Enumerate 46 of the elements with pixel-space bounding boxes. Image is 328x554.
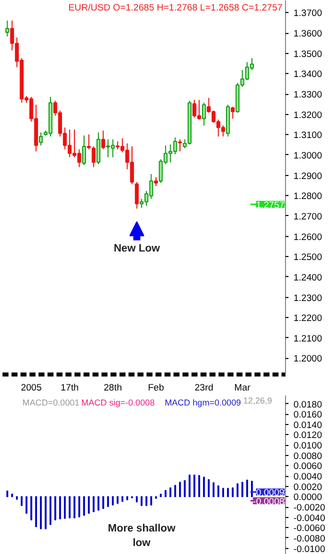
y-tick-label: 0.0060: [294, 461, 322, 472]
y-tick-label: 1.2500: [294, 252, 322, 262]
y-tick-label: 0.0000: [294, 492, 322, 502]
y-tick-label: -0.0040: [294, 512, 326, 523]
annotation: MACD=0.0001: [22, 398, 80, 408]
y-tick-label: 1.2000: [294, 354, 322, 364]
y-tick-label: 1.2800: [294, 191, 322, 202]
y-tick-label: 1.2300: [294, 292, 322, 303]
annotation: MACD sig=-0.0008: [81, 398, 155, 408]
annotation: More shallow low: [108, 522, 176, 550]
x-tick-label: 17th: [60, 382, 79, 392]
chart-title: EUR/USD O=1.2685 H=1.2768 L=1.2658 C=1.2757: [68, 2, 283, 12]
y-tick-label: 0.0080: [294, 450, 322, 461]
x-tick-label: Mar: [234, 382, 250, 392]
x-tick-label: 23rd: [194, 382, 214, 392]
y-tick-label: 0.0160: [294, 410, 322, 420]
y-tick-label: 0.0040: [294, 472, 322, 482]
y-tick-label: 1.3600: [294, 28, 322, 39]
y-tick-label: 1.2100: [294, 333, 322, 344]
annotation: 12,26,9: [243, 396, 272, 406]
y-tick-label: -0.0080: [294, 533, 326, 544]
annotation: New Low: [114, 242, 161, 254]
y-tick-label: 1.2700: [294, 211, 322, 222]
x-tick-label: 28th: [104, 382, 122, 392]
y-tick-label: 0.0120: [294, 430, 322, 440]
y-tick-label: 0.0180: [294, 399, 322, 410]
x-tick-label: Feb: [148, 382, 164, 392]
y-tick-label: 1.2900: [294, 170, 322, 181]
y-tick-label: 1.3000: [294, 150, 322, 160]
y-tick-label: 0.0100: [294, 440, 322, 451]
y-tick-label: 0.0020: [294, 482, 322, 492]
y-tick-label: 1.3100: [294, 130, 322, 140]
annotation: MACD hgm=0.0009: [164, 398, 242, 408]
x-tick-label: 2005: [20, 382, 42, 392]
y-tick-label: -0.0020: [294, 502, 326, 513]
y-tick-label: -0.0100: [294, 544, 326, 554]
y-tick-label: 1.3200: [294, 110, 322, 120]
y-tick-label: -0.0060: [294, 523, 326, 534]
y-tick-label: 1.3300: [294, 90, 322, 100]
y-tick-label: 1.2200: [294, 313, 322, 324]
y-tick-label: 0.0140: [294, 420, 322, 430]
y-tick-label: 1.2400: [294, 272, 322, 282]
y-tick-label: 1.3400: [294, 69, 322, 80]
y-tick-label: 1.2600: [294, 232, 322, 242]
y-tick-label: 1.3700: [294, 8, 322, 18]
y-tick-label: 1.3500: [294, 48, 322, 59]
